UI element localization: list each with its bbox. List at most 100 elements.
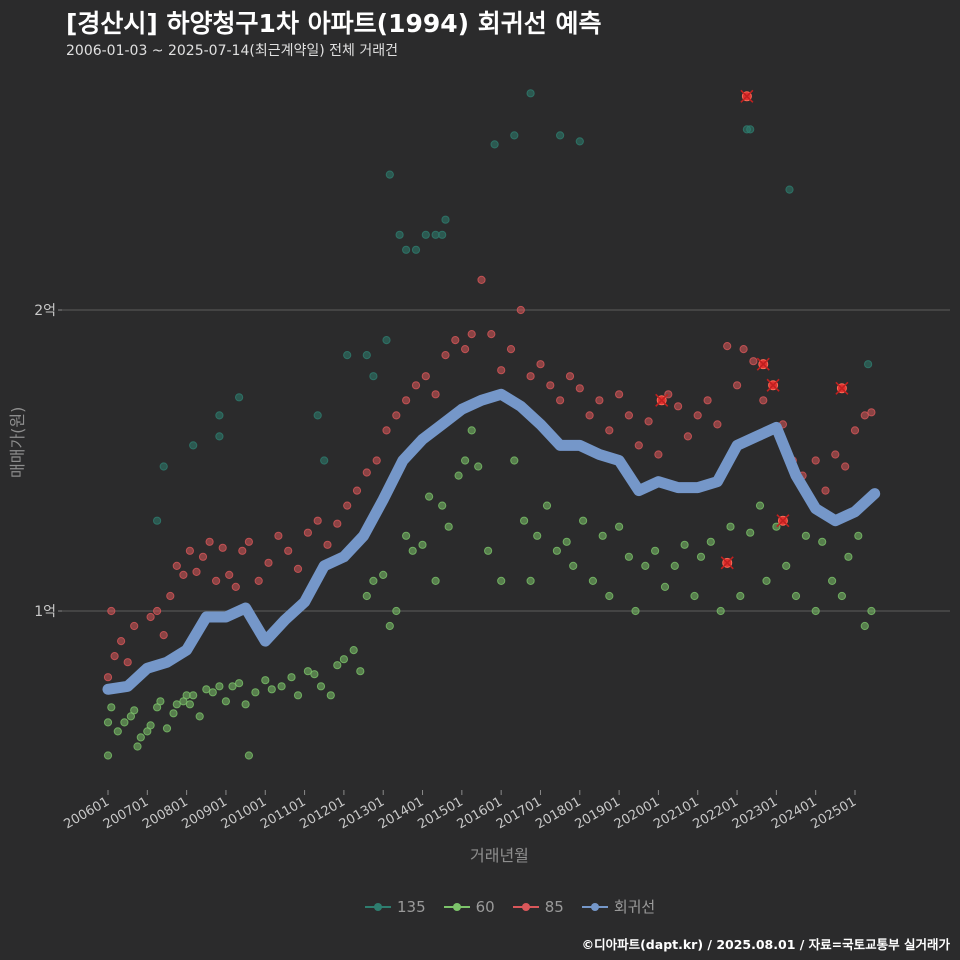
data-point-60 (641, 561, 650, 571)
data-point-85 (303, 528, 312, 537)
data-point-60 (552, 546, 562, 555)
legend-key-icon (365, 900, 391, 914)
data-point-135 (441, 215, 450, 224)
regression-line (102, 388, 881, 695)
legend-item-135[interactable]: 135 (365, 898, 426, 916)
data-point-60 (316, 682, 326, 691)
highlight-x-marker (756, 357, 770, 371)
highlight-x-marker (720, 556, 734, 570)
chart-subtitle: 2006-01-03 ~ 2025-07-14(최근계약일) 전체 거래건 (66, 43, 398, 59)
data-point-60 (562, 537, 571, 546)
highlight-markers (655, 89, 849, 570)
data-point-85 (723, 342, 732, 351)
data-point-60 (431, 576, 440, 586)
legend-item-85[interactable]: 85 (512, 898, 564, 916)
data-point-85 (467, 330, 476, 339)
data-point-60 (103, 718, 113, 727)
legend: 135 60 85 회귀선 (365, 896, 655, 917)
data-point-85 (546, 381, 555, 390)
data-point-85 (739, 345, 748, 354)
data-point-85 (284, 546, 293, 555)
data-point-60 (156, 697, 165, 706)
data-point-60 (251, 688, 260, 697)
data-point-60 (860, 621, 869, 631)
data-point-85 (624, 411, 634, 420)
data-point-85 (103, 673, 113, 682)
data-point-60 (146, 721, 155, 730)
data-point-60 (113, 727, 122, 736)
data-point-60 (208, 688, 217, 697)
data-point-60 (791, 591, 801, 601)
data-point-60 (287, 673, 296, 682)
data-point-85 (451, 336, 460, 345)
data-point-85 (605, 426, 614, 435)
data-point-135 (575, 137, 584, 146)
data-point-85 (497, 366, 506, 375)
data-point-85 (850, 426, 860, 435)
data-point-60 (172, 700, 181, 709)
data-point-60 (444, 522, 453, 531)
data-point-85 (225, 570, 234, 580)
data-point-85 (733, 381, 742, 390)
legend-label: 60 (475, 897, 495, 916)
data-point-85 (382, 426, 391, 435)
data-point-135 (362, 351, 371, 360)
data-point-85 (441, 351, 450, 360)
data-point-135 (746, 125, 755, 134)
data-point-60 (854, 531, 863, 540)
series-regression (102, 388, 881, 695)
data-point-60 (526, 576, 535, 586)
data-point-85 (860, 411, 869, 420)
x-axis-ticks: 2006012007012008012009012010012011012012… (62, 790, 859, 832)
data-point-85 (123, 658, 132, 667)
data-point-85 (831, 450, 840, 459)
data-point-60 (660, 582, 670, 592)
data-point-60 (818, 537, 827, 546)
series-85 (103, 275, 876, 682)
data-point-85 (205, 537, 214, 546)
data-point-60 (418, 540, 427, 549)
data-point-85 (107, 606, 116, 616)
footer-credit: ©디아파트(dapt.kr) / 2025.08.01 / 자료=국토교통부 실… (581, 937, 950, 952)
data-point-60 (624, 552, 634, 561)
highlight-x-marker (766, 378, 780, 392)
highlight-x-marker (835, 381, 849, 395)
data-point-60 (454, 471, 463, 480)
data-point-60 (510, 456, 519, 465)
data-point-60 (425, 492, 434, 501)
data-point-135 (385, 170, 394, 179)
data-point-135 (159, 462, 168, 471)
data-point-85 (595, 396, 604, 405)
data-point-60 (244, 751, 253, 760)
data-point-85 (693, 411, 702, 420)
data-point-135 (343, 351, 352, 360)
data-point-60 (235, 679, 244, 688)
data-point-60 (136, 733, 145, 742)
data-point-85 (516, 305, 525, 315)
data-point-85 (477, 275, 486, 284)
data-point-85 (841, 462, 850, 471)
data-point-60 (107, 703, 116, 712)
data-point-85 (198, 552, 208, 561)
data-point-85 (117, 637, 126, 646)
data-point-85 (244, 537, 253, 546)
data-point-85 (461, 345, 470, 354)
legend-key-icon (512, 900, 539, 914)
data-point-135 (526, 89, 535, 98)
data-point-60 (438, 501, 447, 510)
data-point-85 (392, 411, 401, 420)
data-point-85 (674, 402, 683, 411)
data-point-60 (474, 462, 483, 471)
data-point-85 (536, 360, 545, 369)
y-axis-ticks: 1억 2억 (34, 303, 62, 620)
data-point-60 (762, 576, 771, 586)
data-point-85 (411, 381, 421, 390)
legend-item-regression[interactable]: 회귀선 (581, 896, 655, 917)
x-axis-label: 거래년월 (470, 846, 529, 865)
data-point-85 (264, 558, 273, 567)
data-point-135 (490, 140, 499, 149)
data-point-85 (254, 576, 263, 586)
legend-item-60[interactable]: 60 (443, 897, 495, 916)
data-point-60 (326, 691, 335, 700)
